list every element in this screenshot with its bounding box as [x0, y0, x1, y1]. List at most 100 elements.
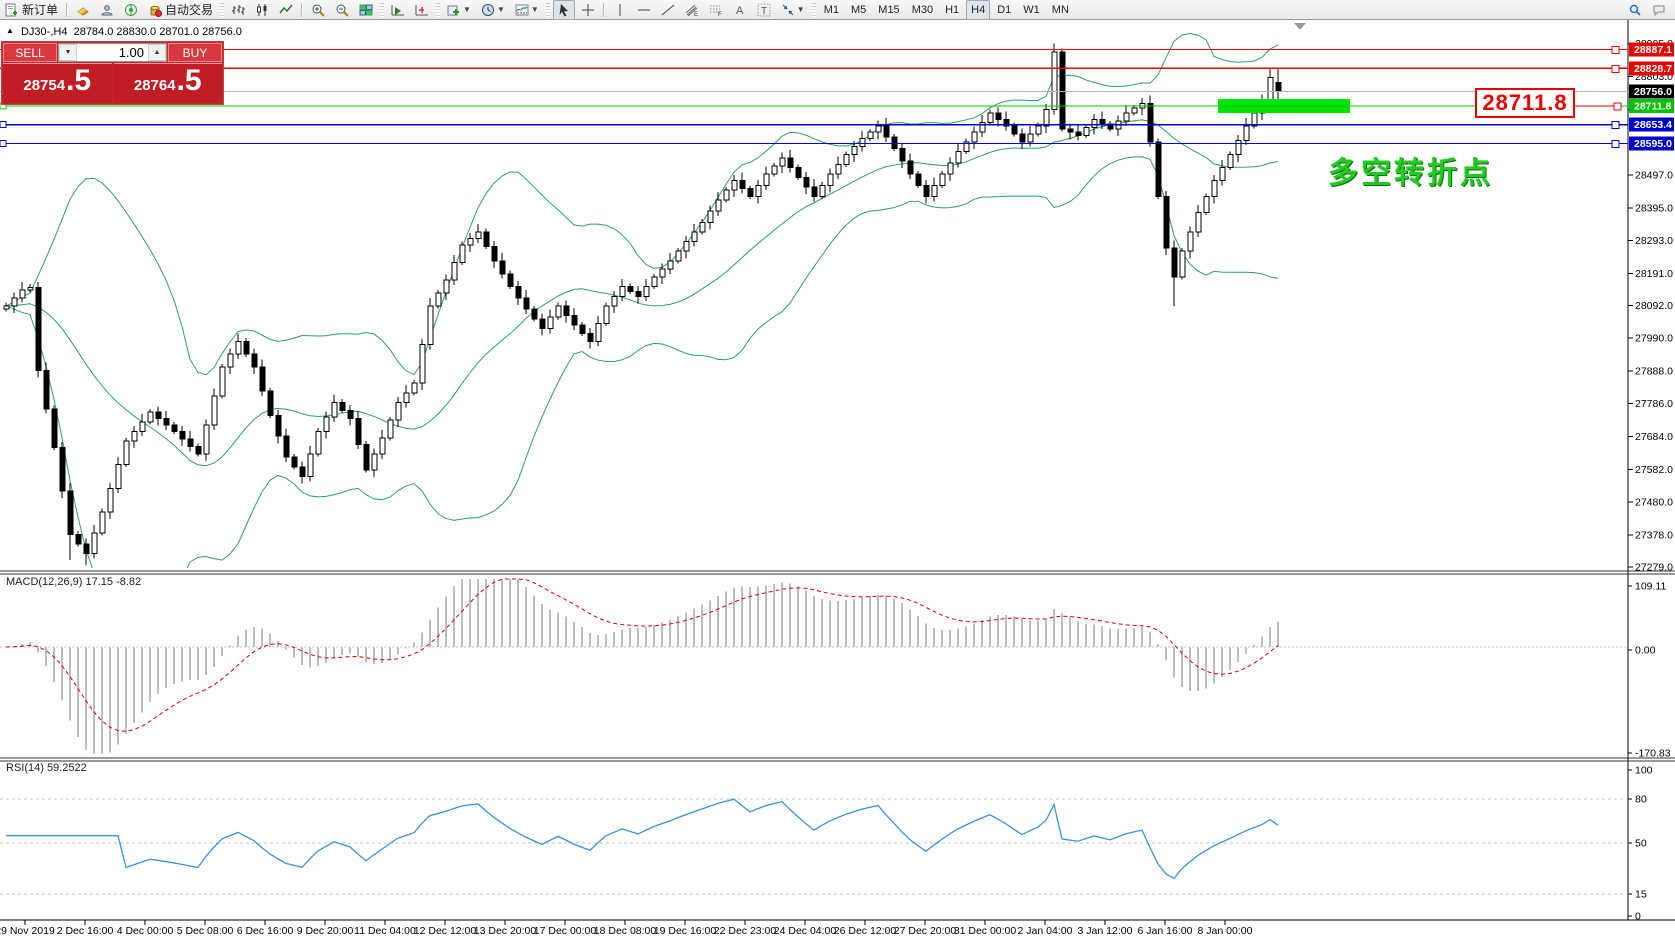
svg-text:28756.0: 28756.0: [1634, 86, 1672, 98]
svg-text:28293.0: 28293.0: [1635, 235, 1673, 247]
toolbar-grip: [811, 2, 816, 17]
svg-text:18 Dec 08:00: 18 Dec 08:00: [594, 925, 657, 937]
svg-text:27 Dec 20:00: 27 Dec 20:00: [894, 925, 957, 937]
sell-price-pips: .5: [66, 64, 92, 97]
signals-button[interactable]: [120, 0, 142, 20]
svg-text:2 Dec 16:00: 2 Dec 16:00: [57, 925, 114, 937]
horizontal-line-icon: [637, 9, 650, 10]
buy-button[interactable]: BUY: [168, 43, 222, 62]
chat-button[interactable]: [1648, 0, 1670, 20]
fibonacci-tool-button[interactable]: F: [705, 0, 727, 20]
timeframe-m5-button[interactable]: M5: [851, 3, 867, 16]
label-tool-button[interactable]: T: [753, 0, 775, 20]
svg-text:28191.0: 28191.0: [1635, 268, 1673, 280]
timeframe-d1-button[interactable]: D1: [997, 3, 1012, 16]
new-order-label: 新订单: [22, 3, 59, 17]
svg-text:12 Dec 12:00: 12 Dec 12:00: [414, 925, 477, 937]
toolbar-grip: [545, 2, 550, 17]
cursor-tool-button[interactable]: [552, 0, 575, 20]
svg-text:19 Dec 16:00: 19 Dec 16:00: [654, 925, 717, 937]
svg-text:27684.0: 27684.0: [1635, 431, 1673, 443]
svg-text:27582.0: 27582.0: [1635, 464, 1673, 476]
dropdown-arrow-icon: ▼: [796, 5, 805, 14]
volume-decrease-button[interactable]: ▼: [59, 44, 77, 61]
one-click-trading-panel: SELL ▼ 1.00 ▲ BUY 28754 .5 28764 .5: [2, 42, 223, 104]
text-icon: A: [736, 5, 744, 17]
line-chart-icon: [279, 4, 293, 13]
ohlc-close: 28756.0: [202, 26, 242, 38]
svg-text:80: 80: [1635, 794, 1647, 806]
chart-shift-button[interactable]: [411, 0, 433, 20]
chart-annotation-text[interactable]: 多空转折点: [1328, 157, 1493, 190]
bar-chart-mode-button[interactable]: [227, 0, 249, 20]
chart-shift-icon: [415, 4, 429, 15]
sell-price-main: 28754: [23, 77, 66, 94]
svg-text:15: 15: [1635, 889, 1647, 901]
profiles-button[interactable]: [72, 0, 94, 20]
indicators-list-button[interactable]: ▼: [511, 0, 543, 20]
line-chart-mode-button[interactable]: [275, 0, 297, 20]
buy-price-main: 28764: [133, 77, 176, 94]
timeframe-w1-button[interactable]: W1: [1023, 3, 1040, 16]
auto-scroll-button[interactable]: [387, 0, 409, 20]
trendline-icon: [661, 4, 675, 15]
svg-text:100: 100: [1635, 765, 1653, 777]
svg-text:17 Dec 00:00: 17 Dec 00:00: [534, 925, 597, 937]
volume-input[interactable]: 1.00: [118, 45, 144, 60]
add-indicator-button[interactable]: ▼: [443, 0, 475, 20]
buy-price[interactable]: 28764 .5: [113, 63, 222, 103]
svg-text:28828.7: 28828.7: [1634, 63, 1672, 75]
tile-windows-icon: [359, 4, 373, 15]
channel-icon: E: [685, 4, 698, 17]
vertical-line-tool-button[interactable]: [609, 0, 631, 20]
arrows-tool-button[interactable]: ▼: [777, 0, 809, 20]
autotrading-button[interactable]: 自动交易: [144, 0, 217, 20]
svg-text:28887.1: 28887.1: [1634, 44, 1672, 56]
autotrading-icon: [150, 5, 163, 17]
toolbar-separator: [602, 2, 605, 17]
profiles-icon: [77, 6, 89, 16]
text-tool-button[interactable]: A: [729, 0, 751, 20]
symbol-period: DJ30-,H4: [20, 26, 68, 38]
new-order-button[interactable]: 新订单: [1, 0, 62, 20]
bar-chart-icon: [232, 4, 246, 15]
timeframe-h4-button[interactable]: H4: [966, 0, 991, 20]
sell-price[interactable]: 28754 .5: [3, 63, 112, 103]
svg-text:4 Dec 00:00: 4 Dec 00:00: [117, 925, 174, 937]
zoom-out-button[interactable]: [331, 0, 353, 20]
market-watch-button[interactable]: [96, 0, 118, 20]
chart-canvas[interactable]: 28905.028803.028701.028497.028395.028293…: [0, 20, 1675, 942]
crosshair-tool-button[interactable]: [577, 0, 599, 20]
indicators-icon: [515, 4, 529, 15]
timeframe-h1-button[interactable]: H1: [945, 3, 960, 16]
search-button[interactable]: [1624, 0, 1646, 20]
svg-text:F: F: [718, 12, 722, 17]
period-clock-button[interactable]: ▼: [477, 0, 509, 20]
price-callout-label[interactable]: 28711.8: [1475, 88, 1575, 118]
cursor-icon: [559, 3, 568, 16]
timeframe-mn-button[interactable]: MN: [1051, 3, 1069, 16]
rsi-indicator-label: RSI(14) 59.2522: [6, 762, 87, 774]
volume-increase-button[interactable]: ▲: [148, 44, 166, 61]
trendline-tool-button[interactable]: [657, 0, 679, 20]
equidistant-channel-tool-button[interactable]: E: [681, 0, 703, 20]
svg-text:28595.0: 28595.0: [1634, 138, 1672, 150]
svg-text:28395.0: 28395.0: [1635, 202, 1673, 214]
dropdown-arrow-icon: ▼: [463, 5, 471, 14]
svg-text:26 Dec 12:00: 26 Dec 12:00: [834, 925, 897, 937]
zoom-in-button[interactable]: [307, 0, 329, 20]
svg-text:109.11: 109.11: [1635, 581, 1666, 593]
timeframe-m1-button[interactable]: M1: [823, 3, 839, 16]
sell-button[interactable]: SELL: [3, 43, 57, 62]
horizontal-line-tool-button[interactable]: [633, 0, 655, 20]
collapse-panel-arrow-icon[interactable]: ▲: [6, 26, 14, 35]
tile-windows-button[interactable]: [355, 0, 377, 20]
svg-text:27378.0: 27378.0: [1635, 530, 1673, 542]
svg-text:A: A: [736, 5, 744, 17]
candlestick-mode-button[interactable]: [251, 0, 273, 20]
toolbar-separator: [301, 2, 304, 17]
timeframe-m15-button[interactable]: M15: [878, 3, 900, 16]
timeframe-m30-button[interactable]: M30: [911, 3, 934, 16]
auto-scroll-icon: [391, 4, 405, 15]
